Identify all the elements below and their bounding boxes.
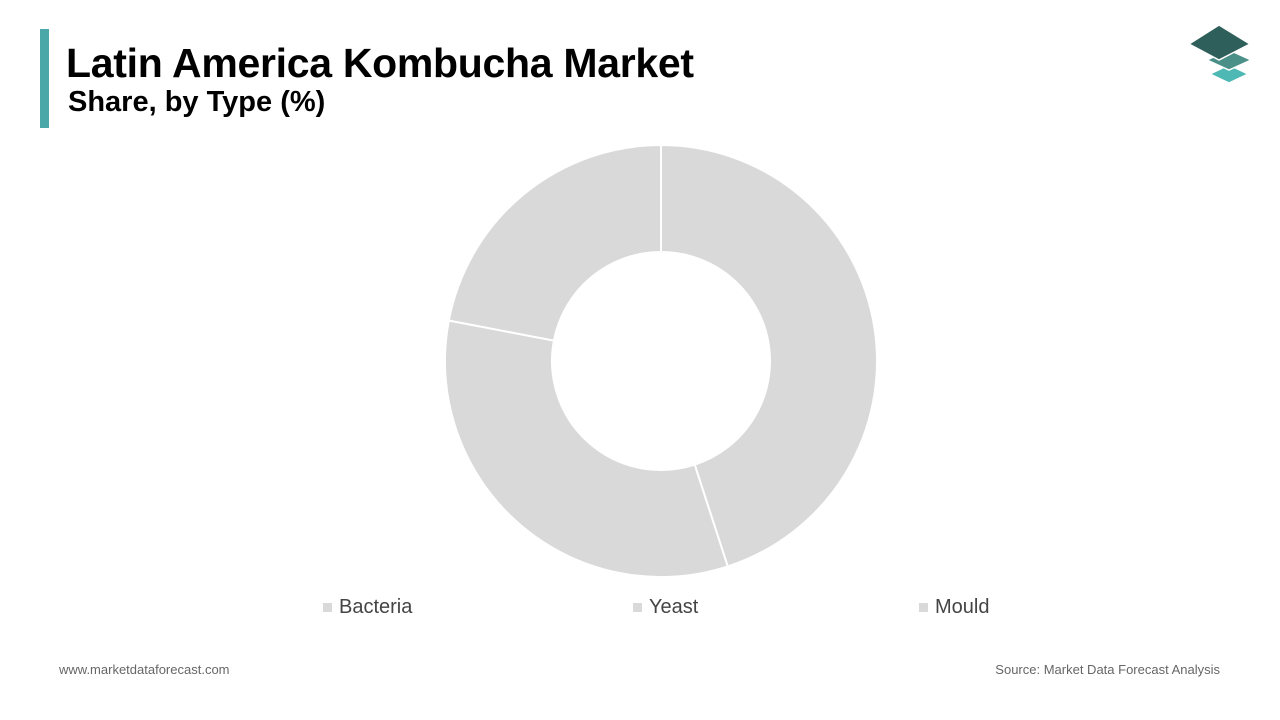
legend-item-bacteria: Bacteria <box>323 595 412 619</box>
legend-label: Bacteria <box>339 595 413 618</box>
legend-label: Yeast <box>649 595 699 618</box>
website-url: www.marketdataforecast.com <box>59 662 230 677</box>
legend-swatch <box>323 602 332 612</box>
legend-swatch <box>633 602 642 612</box>
legend-item-yeast: Yeast <box>633 595 698 619</box>
chart-subtitle: Share, by Type (%) <box>68 86 326 118</box>
legend-swatch <box>919 602 928 612</box>
slice-bacteria <box>660 143 878 568</box>
slice-mould <box>447 143 662 342</box>
donut-slices <box>444 143 878 578</box>
source-note: Source: Market Data Forecast Analysis <box>995 662 1220 677</box>
legend-label: Mould <box>935 595 990 618</box>
slice-yeast <box>444 319 730 578</box>
chart-title: Latin America Kombucha Market <box>66 40 694 86</box>
stacked-layers-icon <box>1187 24 1252 84</box>
title-accent-bar <box>40 29 49 128</box>
legend-item-mould: Mould <box>919 595 989 619</box>
donut-chart <box>444 143 878 578</box>
